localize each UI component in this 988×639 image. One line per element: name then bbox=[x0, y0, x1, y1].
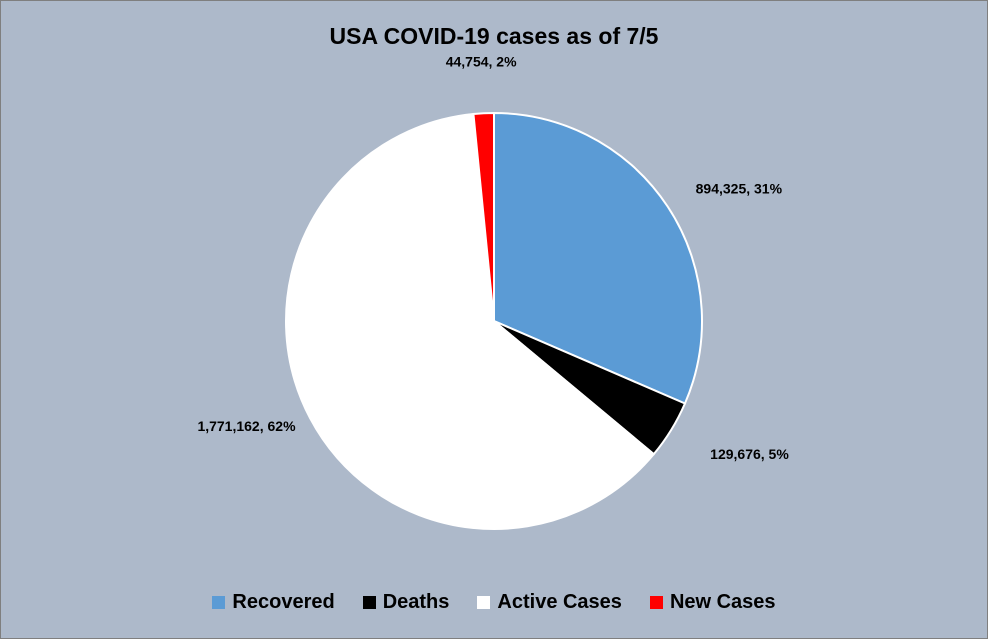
legend-swatch-new-cases bbox=[649, 596, 663, 609]
legend-label-active-cases: Active Cases bbox=[497, 591, 622, 613]
legend-item-active-cases: Active Cases bbox=[477, 591, 622, 614]
legend-swatch-deaths bbox=[362, 596, 376, 609]
pie-slice-recovered bbox=[493, 111, 703, 405]
legend-swatch-recovered bbox=[212, 596, 226, 609]
legend-label-new-cases: New Cases bbox=[669, 591, 776, 613]
data-label-new-cases: 44,754, 2% bbox=[446, 53, 517, 69]
legend-label-recovered: Recovered bbox=[232, 591, 335, 613]
data-label-active-cases: 1,771,162, 62% bbox=[197, 418, 296, 434]
legend-item-deaths: Deaths bbox=[362, 591, 450, 614]
pie-slice-new-cases bbox=[472, 111, 495, 322]
legend: Recovered Deaths Active Cases New Cases bbox=[1, 591, 987, 614]
data-label-deaths: 129,676, 5% bbox=[710, 446, 789, 462]
legend-swatch-active-cases bbox=[477, 596, 491, 609]
legend-item-new-cases: New Cases bbox=[649, 591, 776, 614]
legend-item-recovered: Recovered bbox=[212, 591, 335, 614]
legend-label-deaths: Deaths bbox=[382, 591, 450, 613]
data-label-recovered: 894,325, 31% bbox=[696, 180, 783, 196]
pie-slice-active-cases bbox=[285, 112, 656, 530]
chart-title: USA COVID-19 cases as of 7/5 bbox=[329, 23, 659, 49]
